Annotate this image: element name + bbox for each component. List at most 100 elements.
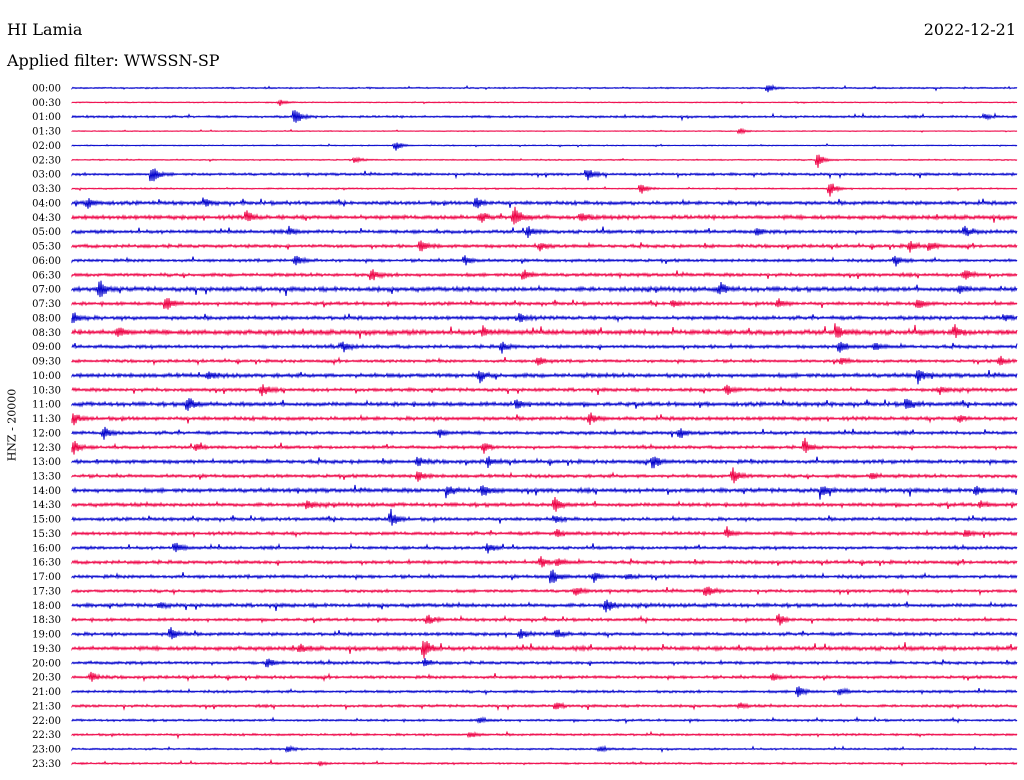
- seismic-trace: [71, 658, 1018, 668]
- trace-time-label: 09:30: [32, 357, 61, 368]
- seismic-trace: [71, 154, 1018, 168]
- trace-time-label: 19:00: [32, 630, 61, 641]
- seismic-trace: [71, 110, 1018, 123]
- seismic-trace: [71, 355, 1018, 366]
- seismic-trace: [71, 701, 1018, 712]
- trace-time-label: 11:00: [32, 400, 61, 411]
- trace-time-label: 00:30: [32, 98, 61, 109]
- seismic-trace: [71, 716, 1018, 725]
- seismic-trace: [71, 730, 1018, 740]
- trace-time-label: 20:30: [32, 673, 61, 684]
- seismic-trace: [71, 269, 1018, 281]
- seismic-trace: [71, 298, 1018, 310]
- trace-time-label: 20:00: [32, 658, 61, 669]
- trace-time-label: 21:30: [32, 701, 61, 712]
- filter-label: Applied filter: WWSSN-SP: [7, 51, 220, 70]
- seismic-trace: [71, 84, 1018, 93]
- trace-time-label: 16:00: [32, 543, 61, 554]
- trace-time-label: 06:30: [32, 270, 61, 281]
- trace-time-label: 03:30: [32, 184, 61, 195]
- trace-time-label: 00:00: [32, 84, 61, 95]
- seismic-trace: [71, 627, 1018, 640]
- trace-time-label: 23:00: [32, 745, 61, 756]
- trace-time-label: 03:00: [32, 170, 61, 181]
- trace-time-label: 13:00: [32, 457, 61, 468]
- seismic-trace: [71, 183, 1018, 197]
- seismic-trace: [71, 206, 1018, 225]
- trace-time-label: 15:00: [32, 515, 61, 526]
- trace-time-label: 13:30: [32, 471, 61, 482]
- trace-time-label: 23:30: [32, 759, 61, 770]
- trace-time-label: 04:30: [32, 213, 61, 224]
- seismic-trace: [71, 496, 1018, 512]
- seismic-trace: [71, 686, 1018, 698]
- seismic-trace: [71, 168, 1018, 182]
- seismic-trace: [71, 341, 1018, 354]
- trace-time-label: 04:00: [32, 198, 61, 209]
- trace-time-label: 11:30: [32, 414, 61, 425]
- seismic-trace: [71, 437, 1018, 455]
- seismic-trace: [71, 255, 1018, 267]
- trace-time-label: 05:00: [32, 227, 61, 238]
- seismic-trace: [71, 640, 1018, 659]
- seismic-trace: [71, 280, 1018, 298]
- seismic-trace: [71, 142, 1018, 151]
- trace-time-label: 18:30: [32, 615, 61, 626]
- seismic-trace: [71, 526, 1018, 539]
- trace-time-label: 08:00: [32, 313, 61, 324]
- trace-time-label: 07:00: [32, 285, 61, 296]
- seismic-trace: [71, 586, 1018, 597]
- seismic-trace: [71, 744, 1018, 754]
- seismic-trace: [71, 456, 1018, 469]
- seismic-trace: [71, 312, 1018, 324]
- trace-time-label: 14:30: [32, 500, 61, 511]
- trace-time-label: 02:30: [32, 155, 61, 166]
- trace-time-label: 22:30: [32, 730, 61, 741]
- seismic-trace: [71, 369, 1018, 385]
- seismic-trace: [71, 127, 1018, 135]
- seismic-trace: [71, 99, 1018, 107]
- trace-time-label: 21:00: [32, 687, 61, 698]
- seismic-trace: [71, 426, 1018, 440]
- trace-time-label: 06:00: [32, 256, 61, 267]
- seismic-trace: [71, 197, 1018, 209]
- trace-time-label: 05:30: [32, 242, 61, 253]
- trace-time-label: 18:00: [32, 601, 61, 612]
- trace-time-label: 12:00: [32, 428, 61, 439]
- seismic-trace: [71, 758, 1018, 767]
- seismic-trace: [71, 508, 1018, 526]
- seismic-trace: [71, 384, 1018, 397]
- trace-time-label: 14:00: [32, 486, 61, 497]
- trace-time-label: 12:30: [32, 443, 61, 454]
- trace-time-label: 02:00: [32, 141, 61, 152]
- seismic-trace: [71, 671, 1018, 683]
- seismic-trace: [71, 412, 1018, 426]
- trace-time-label: 17:30: [32, 586, 61, 597]
- seismic-trace: [71, 484, 1018, 500]
- trace-time-label: 22:00: [32, 716, 61, 727]
- seismic-trace: [71, 225, 1018, 238]
- seismic-trace: [71, 323, 1018, 339]
- date-label: 2022-12-21: [923, 20, 1016, 39]
- trace-time-label: 07:30: [32, 299, 61, 310]
- seismic-trace: [71, 599, 1018, 613]
- seismic-trace: [71, 556, 1018, 568]
- station-title: HI Lamia: [7, 20, 83, 39]
- seismic-trace: [71, 569, 1018, 584]
- seismic-trace: [71, 542, 1018, 554]
- trace-time-label: 09:00: [32, 342, 61, 353]
- seismic-trace: [71, 240, 1018, 253]
- seismic-trace: [71, 613, 1018, 626]
- trace-time-label: 10:30: [32, 385, 61, 396]
- trace-time-label: 01:00: [32, 112, 61, 123]
- trace-time-label: 08:30: [32, 328, 61, 339]
- trace-time-label: 15:30: [32, 529, 61, 540]
- trace-time-label: 10:00: [32, 371, 61, 382]
- trace-time-label: 17:00: [32, 572, 61, 583]
- seismic-trace: [71, 467, 1018, 484]
- seismic-trace: [71, 398, 1018, 411]
- trace-time-label: 01:30: [32, 127, 61, 138]
- trace-time-label: 16:30: [32, 558, 61, 569]
- trace-time-label: 19:30: [32, 644, 61, 655]
